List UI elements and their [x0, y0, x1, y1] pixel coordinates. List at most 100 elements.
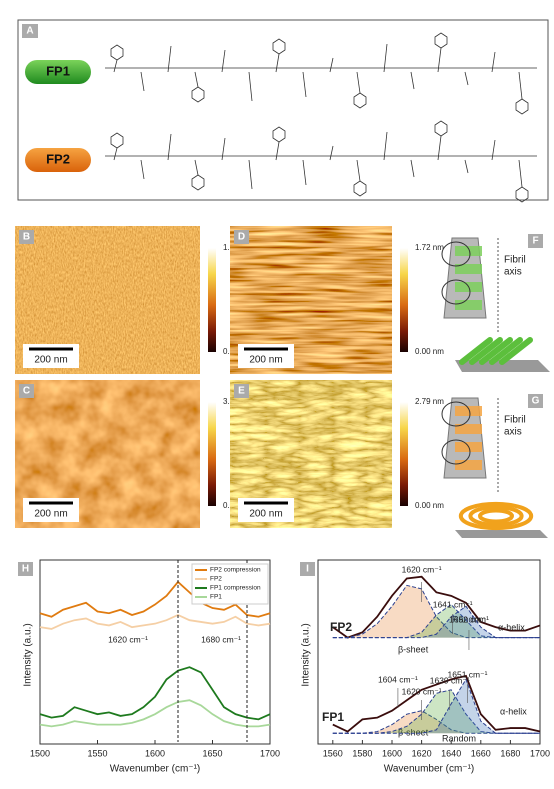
legend-label: FP1 compression — [210, 585, 261, 592]
component-area — [332, 604, 540, 638]
series-label: FP1 — [322, 710, 344, 724]
panel-label: E — [238, 386, 245, 397]
fibril — [489, 337, 523, 365]
series-label: FP2 — [330, 620, 352, 634]
legend-label: FP2 — [210, 576, 222, 583]
spectrum-line — [332, 575, 541, 639]
annotation: 1604 cm⁻¹ — [378, 674, 418, 684]
fibril-axis-label: axis — [504, 427, 522, 438]
side-chain — [491, 51, 496, 73]
panel-label: H — [22, 564, 29, 575]
panel-label-bg — [234, 384, 249, 398]
x-tick-label: 1650 — [202, 748, 222, 758]
ring — [272, 38, 286, 55]
peptide-name: FP1 — [46, 63, 70, 78]
side-chain — [275, 53, 280, 73]
color-scale — [400, 248, 408, 352]
scale-bar-label: 200 nm — [34, 509, 67, 520]
x-tick-label: 1680 — [500, 748, 520, 758]
side-chain — [437, 47, 442, 73]
panel-label-bg — [22, 24, 38, 38]
strand — [455, 264, 482, 274]
spectrum-line — [332, 674, 541, 733]
color-scale-min: 0.00 nm — [415, 347, 444, 356]
spectrum-line — [39, 666, 271, 721]
side-chain — [140, 71, 145, 92]
side-chain — [410, 71, 415, 90]
series-label: Random — [452, 614, 486, 624]
fibril — [479, 337, 513, 365]
x-tick-label: 1600 — [382, 748, 402, 758]
side-chain — [518, 159, 523, 188]
fibril — [469, 337, 503, 365]
ring — [515, 186, 529, 203]
panel-a-frame — [17, 19, 549, 201]
side-chain — [275, 141, 280, 161]
fibril-spiral — [468, 505, 524, 527]
annotation: 1651 cm⁻¹ — [448, 669, 488, 679]
fibril — [459, 337, 493, 365]
annotation: 1620 cm⁻¹ — [402, 686, 442, 696]
component-area — [332, 710, 540, 734]
side-chain — [221, 137, 226, 161]
x-tick-label: 1560 — [323, 748, 343, 758]
component-area — [332, 689, 540, 734]
component-line — [332, 605, 540, 639]
panel-label-bg — [528, 234, 543, 248]
annotation: 1639 cm⁻¹ — [430, 675, 470, 685]
side-chain — [383, 131, 388, 161]
strand — [455, 424, 482, 434]
side-chain — [113, 147, 118, 161]
strand — [455, 300, 482, 310]
fibril-plate — [443, 237, 487, 319]
side-chain — [302, 71, 307, 98]
substrate — [455, 360, 550, 372]
side-chain — [491, 139, 496, 161]
x-tick-label: 1550 — [87, 748, 107, 758]
ring — [191, 86, 205, 103]
series-label: Random — [442, 733, 476, 743]
side-chain — [140, 159, 145, 180]
series-label: α-helix — [498, 622, 525, 632]
plot-frame — [317, 559, 541, 745]
side-chain — [221, 49, 226, 73]
side-chain — [383, 43, 388, 73]
x-tick-label: 1700 — [260, 748, 280, 758]
strand — [455, 406, 482, 416]
x-tick-label: 1640 — [441, 748, 461, 758]
x-tick-label: 1600 — [145, 748, 165, 758]
annotation: 1652 cm⁻¹ — [449, 614, 489, 624]
legend-label: FP2 compression — [210, 567, 261, 574]
side-chain — [356, 71, 361, 94]
annotation: 1620 cm⁻¹ — [402, 564, 442, 574]
zoom-circle — [441, 401, 471, 427]
y-axis-label: Intensity (a.u.) — [23, 623, 34, 686]
x-tick-label: 1620 — [412, 748, 432, 758]
scale-bar-label: 200 nm — [249, 509, 282, 520]
ring — [110, 44, 124, 61]
peptide-pill — [25, 60, 91, 84]
panel-label: I — [306, 564, 309, 575]
side-chain — [356, 159, 361, 182]
color-scale-min: 0.00 nm — [415, 501, 444, 510]
peptide-pill — [25, 148, 91, 172]
fibril — [499, 337, 533, 365]
side-chain — [518, 71, 523, 100]
color-scale — [208, 248, 216, 352]
spectrum-line — [39, 699, 271, 728]
ring — [191, 174, 205, 191]
panel-label: D — [238, 232, 245, 243]
side-chain — [464, 159, 469, 174]
x-tick-label: 1660 — [471, 748, 491, 758]
annotation: 1680 cm⁻¹ — [201, 634, 241, 644]
panel-label-bg — [528, 394, 543, 408]
side-chain — [329, 145, 334, 161]
side-chain — [167, 45, 172, 73]
fibril-spiral — [458, 501, 534, 531]
side-chain — [437, 135, 442, 161]
substrate — [455, 530, 548, 538]
panel-label-bg — [300, 562, 315, 576]
x-tick-label: 1700 — [530, 748, 550, 758]
